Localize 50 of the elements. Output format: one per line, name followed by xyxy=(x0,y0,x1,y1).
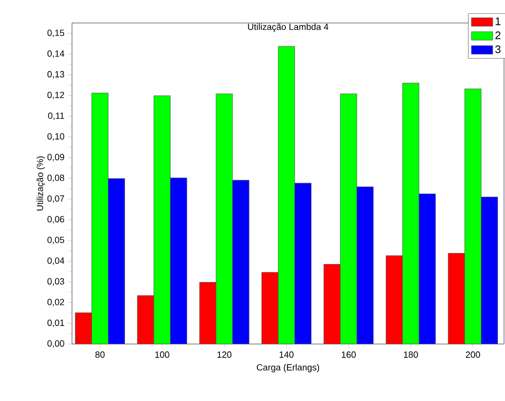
y-tick-label: 0,08 xyxy=(47,174,64,182)
y-tick-label: 0,07 xyxy=(47,195,64,203)
bar xyxy=(108,178,125,344)
legend-label: 3 xyxy=(495,45,501,54)
bar xyxy=(340,94,357,344)
bar xyxy=(448,253,465,344)
legend-label: 2 xyxy=(495,31,500,40)
bar xyxy=(154,96,170,344)
x-tick-label: 160 xyxy=(342,351,356,358)
y-tick-label: 0,13 xyxy=(47,71,64,78)
bar xyxy=(232,180,250,344)
bar xyxy=(386,256,403,344)
bar xyxy=(402,83,420,344)
y-tick-label: 0,03 xyxy=(47,278,64,286)
bar xyxy=(419,194,436,344)
x-tick-label: 120 xyxy=(218,351,232,358)
y-tick-label: 0,00 xyxy=(47,340,64,348)
bar xyxy=(464,88,482,344)
y-tick-label: 0,15 xyxy=(47,30,64,38)
x-tick-label: 140 xyxy=(280,351,294,358)
x-tick-label: 180 xyxy=(404,351,418,358)
y-tick-label: 0,11 xyxy=(48,112,64,120)
x-tick-label: 200 xyxy=(466,351,480,358)
chart-title: Utilização Lambda 4 xyxy=(248,23,328,32)
y-tick-label: 0,05 xyxy=(47,236,64,244)
bar xyxy=(278,46,295,344)
y-tick-label: 0,09 xyxy=(47,154,64,162)
y-tick-label: 0,12 xyxy=(47,92,64,100)
bar xyxy=(200,282,216,344)
y-tick-label: 0,10 xyxy=(47,133,64,141)
bar xyxy=(75,312,92,344)
y-tick-label: 0,04 xyxy=(47,257,64,265)
bar xyxy=(216,94,233,344)
bar xyxy=(92,92,108,344)
bar xyxy=(480,196,498,344)
bar xyxy=(324,264,340,344)
y-tick-label: 0,06 xyxy=(47,216,64,224)
x-axis-title: Carga (Erlangs) xyxy=(256,364,320,372)
bar xyxy=(294,183,312,344)
bar xyxy=(170,178,187,344)
x-tick-label: 100 xyxy=(155,351,170,358)
y-axis-title: Utilização (%) xyxy=(36,156,45,210)
legend-label: 1 xyxy=(496,18,500,26)
bar xyxy=(356,186,374,344)
bar xyxy=(137,296,154,344)
y-tick-label: 0,02 xyxy=(47,298,64,306)
y-tick-label: 0,14 xyxy=(47,50,64,58)
x-tick-label: 80 xyxy=(95,351,105,358)
bar xyxy=(262,272,278,344)
y-tick-label: 0,01 xyxy=(47,320,64,327)
